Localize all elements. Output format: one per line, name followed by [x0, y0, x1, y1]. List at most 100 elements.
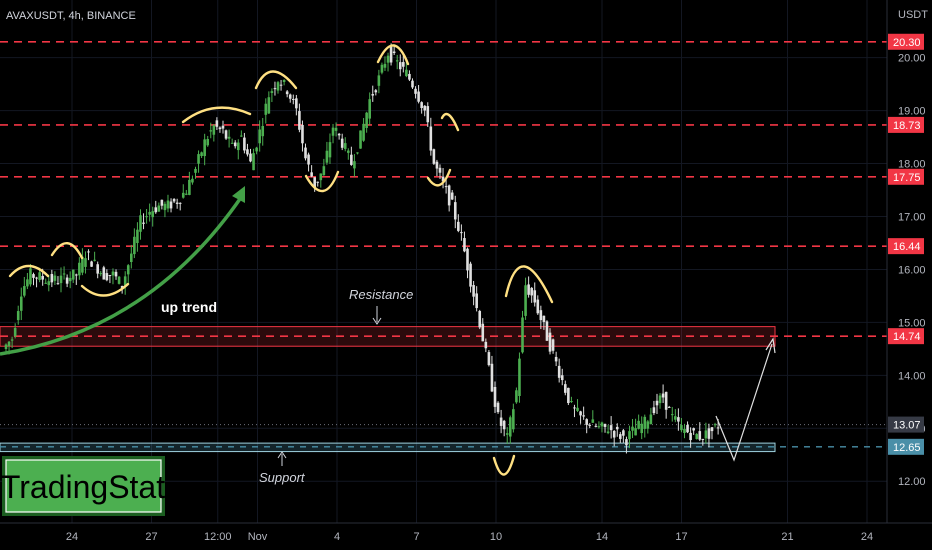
- highlight-arc: [181, 106, 252, 124]
- candle-body: [661, 393, 665, 398]
- candle-body: [615, 426, 619, 430]
- support-label: Support: [259, 470, 306, 485]
- tradingstat-logo: TradingStat: [1, 456, 165, 516]
- candle-body: [325, 150, 329, 163]
- candle-body: [515, 390, 518, 403]
- candle-body: [301, 124, 304, 144]
- price-tick-label: 19.00: [898, 106, 926, 118]
- candle-body: [206, 139, 210, 146]
- candle-body: [151, 211, 155, 218]
- candle-body: [163, 203, 167, 211]
- candle-body: [133, 236, 136, 255]
- uptrend-arrowhead: [232, 186, 245, 203]
- candle-body: [429, 126, 433, 151]
- candle-body: [548, 332, 552, 352]
- candle-body: [117, 276, 121, 284]
- price-tag-17.75: [888, 168, 924, 185]
- price-tick-label: 15.00: [898, 317, 926, 329]
- price-tick-label: 20.00: [898, 53, 926, 65]
- candle-body: [670, 414, 674, 416]
- price-axis[interactable]: [887, 0, 932, 523]
- highlight-arc: [254, 70, 298, 90]
- logo-text: TradingStat: [1, 469, 165, 505]
- candle-body: [600, 422, 604, 427]
- highlight-arc: [304, 170, 340, 193]
- candle-body: [102, 267, 106, 280]
- candle-body: [680, 425, 683, 431]
- candle-body: [258, 129, 261, 144]
- candle-body: [414, 88, 417, 94]
- candles: [4, 43, 720, 454]
- candle-body: [594, 425, 598, 427]
- candle-body: [444, 186, 448, 188]
- candle-body: [331, 127, 335, 136]
- highlight-arc: [492, 454, 516, 476]
- candle-body: [71, 269, 75, 280]
- candle-body: [108, 275, 112, 277]
- candle-body: [405, 69, 408, 77]
- candle-body: [450, 192, 454, 200]
- candle-body: [319, 173, 323, 181]
- resistance-pointer: [372, 306, 382, 325]
- candle-body: [188, 179, 191, 195]
- candle-body: [463, 238, 466, 252]
- candle-body: [533, 290, 537, 303]
- candle-body: [38, 272, 41, 280]
- candle-body: [707, 428, 711, 439]
- candle-body: [395, 60, 399, 62]
- candle-body: [23, 286, 26, 296]
- candle-body: [398, 62, 402, 70]
- uptrend-label: up trend: [161, 299, 217, 315]
- candle-body: [218, 127, 222, 130]
- price-tag-18.73: [888, 116, 924, 133]
- time-tick-label: 24: [66, 531, 78, 543]
- price-tag-label: 18.73: [893, 120, 921, 132]
- candle-body: [677, 417, 680, 422]
- candle-body: [130, 253, 133, 263]
- candle-body: [123, 276, 127, 287]
- candle-body: [392, 51, 396, 54]
- price-tick-label: 17.00: [898, 211, 926, 223]
- candle-body: [704, 430, 708, 439]
- candle-body: [261, 126, 265, 137]
- price-tag-20.30: [888, 33, 924, 50]
- candle-body: [59, 275, 63, 284]
- candle-body: [402, 62, 405, 67]
- time-tick-label: 17: [675, 531, 687, 543]
- candle-body: [7, 341, 11, 347]
- candle-body: [408, 73, 411, 80]
- candle-body: [460, 232, 463, 234]
- candle-body: [383, 63, 387, 68]
- candle-body: [356, 152, 359, 154]
- candle-body: [62, 273, 66, 275]
- candle-body: [328, 142, 332, 158]
- candle-body: [597, 426, 601, 428]
- candle-body: [276, 82, 280, 91]
- candle-body: [32, 274, 35, 278]
- candle-body: [44, 282, 48, 284]
- symbol-header: AVAXUSDT, 4h, BINANCE: [6, 10, 136, 22]
- candle-body: [334, 127, 338, 131]
- candle-body: [576, 407, 579, 411]
- candle-body: [475, 293, 478, 309]
- candle-body: [667, 406, 671, 408]
- candle-body: [304, 147, 307, 159]
- candle-body: [453, 202, 457, 220]
- candle-body: [716, 427, 720, 429]
- candle-body: [573, 407, 576, 409]
- highlight-arc: [50, 242, 84, 260]
- candle-body: [96, 264, 99, 274]
- time-axis[interactable]: [0, 523, 932, 550]
- price-tag-13.07: [888, 416, 924, 433]
- candle-body: [212, 125, 216, 135]
- candle-body: [698, 431, 702, 440]
- candle-body: [362, 123, 365, 141]
- candle-body: [637, 420, 640, 429]
- candle-body: [29, 268, 32, 285]
- candle-body: [426, 106, 430, 123]
- candle-body: [640, 423, 644, 434]
- candle-body: [545, 321, 549, 341]
- candle-body: [609, 425, 613, 431]
- candle-body: [487, 352, 491, 366]
